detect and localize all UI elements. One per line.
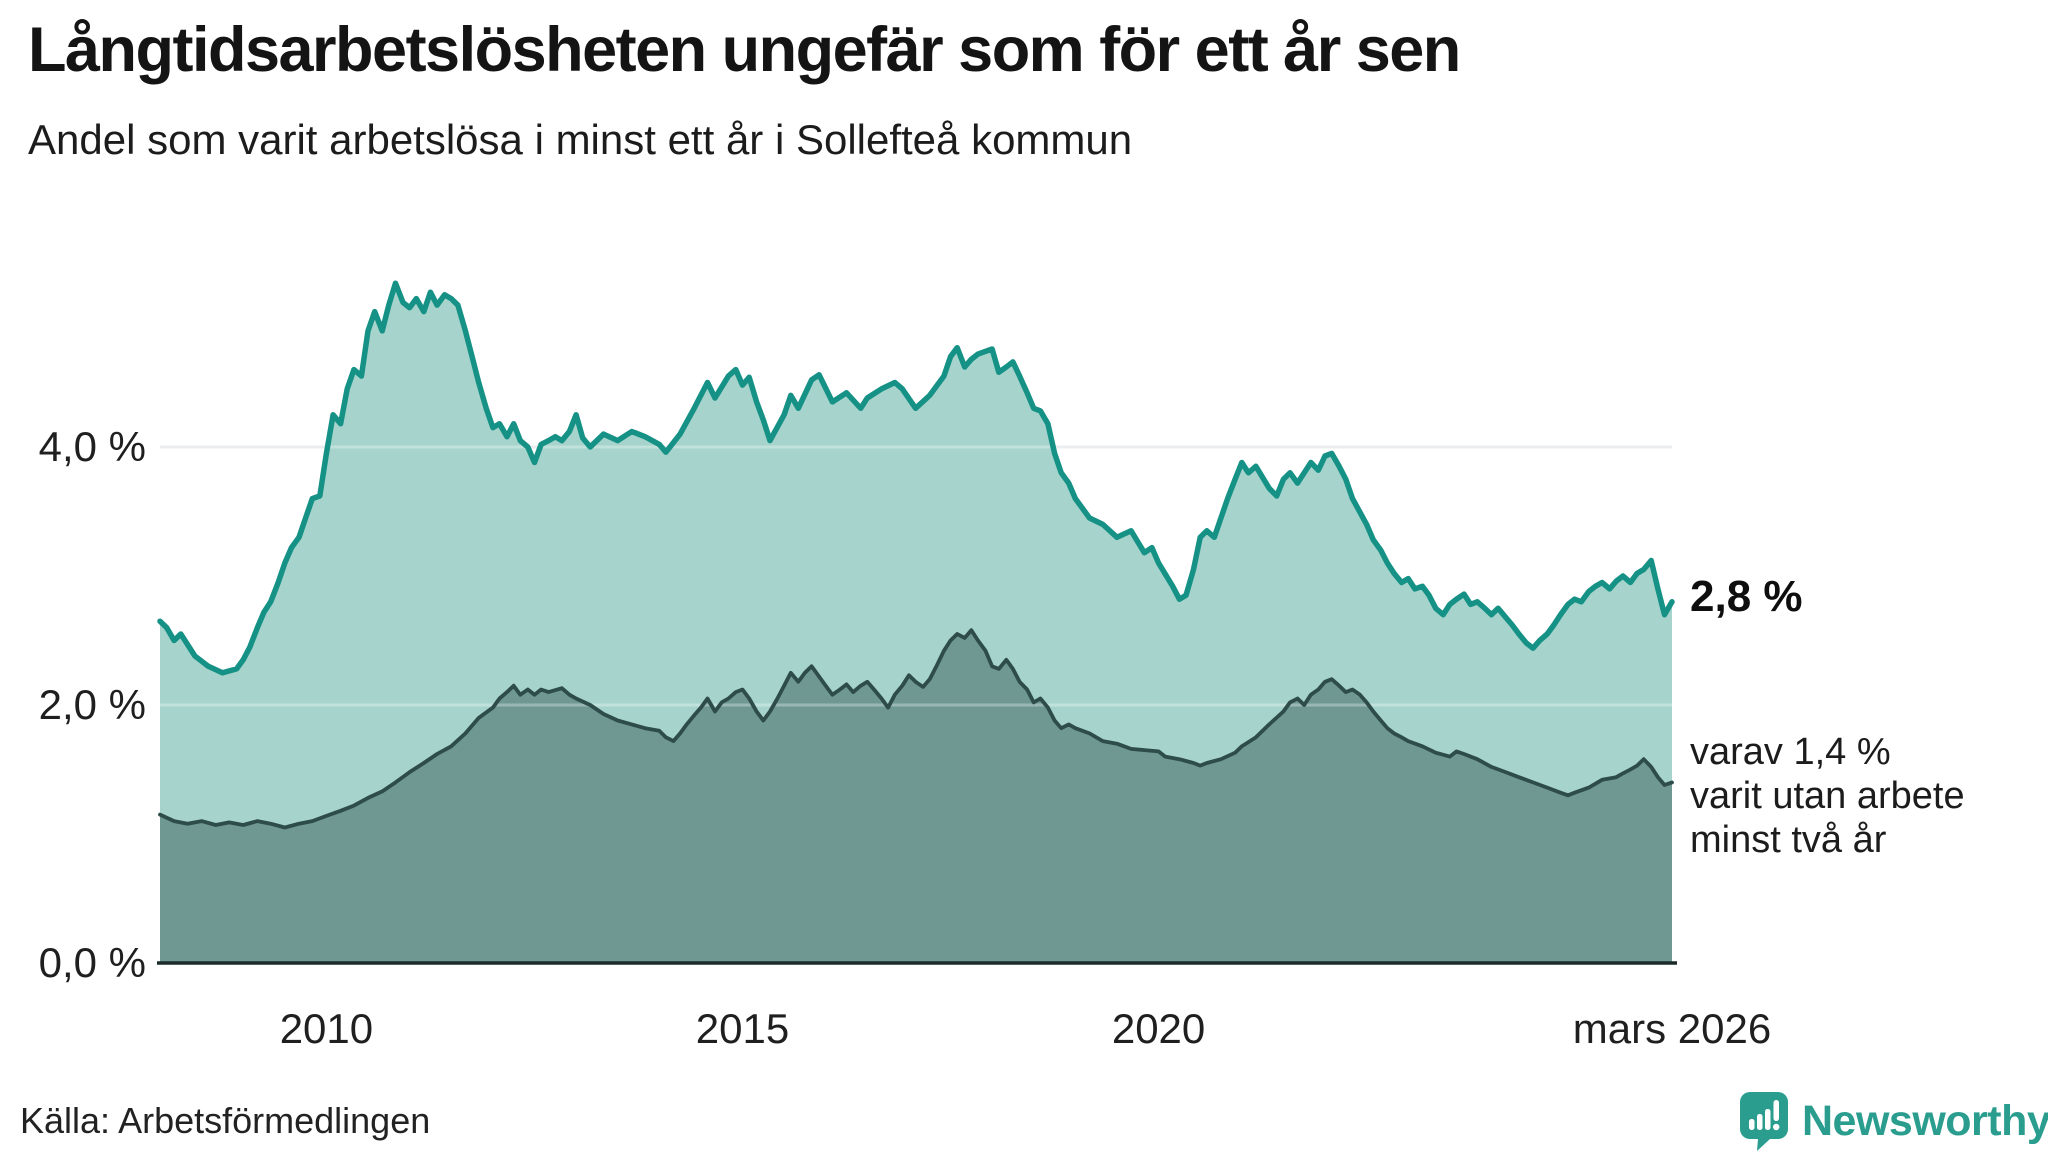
page-subtitle: Andel som varit arbetslösa i minst ett å… <box>28 116 1133 163</box>
x-tick-label: 2020 <box>1111 1005 1206 1052</box>
series-end-label-breakdown: varav 1,4 % varit utan arbete minst två … <box>1690 731 1965 861</box>
series-line-1yr <box>157 280 1675 676</box>
y-tick-label: 4,0 % <box>38 423 146 470</box>
newsworthy-wordmark: Newsworthy <box>1802 1097 2048 1145</box>
x-tick-label: 2015 <box>695 1005 790 1052</box>
newsworthy-bubble-icon <box>1740 1092 1788 1151</box>
x-tick-label: 2010 <box>279 1005 374 1052</box>
y-tick-label: 0,0 % <box>38 939 146 986</box>
source-note: Källa: Arbetsförmedlingen <box>20 1100 431 1141</box>
y-tick-label: 2,0 % <box>38 681 146 728</box>
series-end-label-total: 2,8 % <box>1690 572 1803 621</box>
newsworthy-logo[interactable]: Newsworthy <box>1740 1092 2048 1151</box>
x-tick-label: mars 2026 <box>1572 1005 1772 1052</box>
page-title: Långtidsarbetslösheten ungefär som för e… <box>28 15 1461 85</box>
series-line-2yr <box>158 628 1674 830</box>
series-area-2yr <box>160 630 1672 963</box>
